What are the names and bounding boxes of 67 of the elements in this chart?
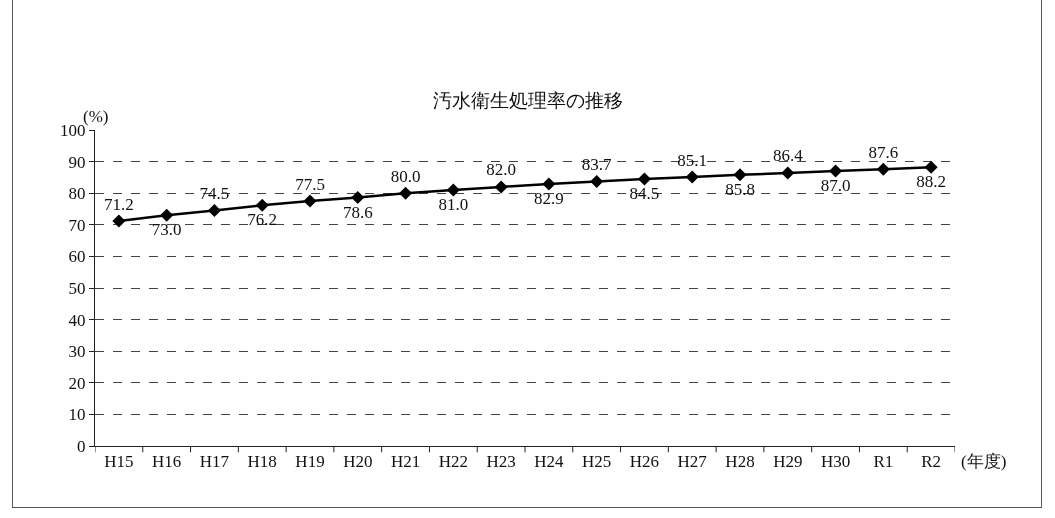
text: 77.5 — [295, 174, 325, 194]
point — [542, 177, 556, 191]
y-axis-title: (%) — [83, 107, 109, 126]
point — [207, 204, 221, 218]
y-tick-label: 40 — [68, 310, 86, 330]
text: 85.8 — [725, 179, 755, 199]
text: 86.4 — [772, 146, 803, 166]
x-tick-label: H16 — [152, 452, 182, 472]
point — [303, 194, 317, 208]
x-tick-label: H20 — [343, 452, 373, 472]
y-tick-label: 90 — [68, 152, 86, 172]
x-tick-label: H17 — [199, 452, 230, 472]
text: 85.1 — [677, 150, 708, 170]
x-tick-label: H21 — [390, 452, 421, 472]
point — [446, 183, 460, 197]
x-axis-title: (年度) — [961, 452, 1007, 471]
y-tick-label: 50 — [68, 278, 86, 298]
y-tick-label: 70 — [68, 215, 86, 235]
x-tick-label: H23 — [486, 452, 516, 472]
point — [733, 168, 747, 182]
x-tick-label: H28 — [725, 452, 755, 472]
x-tick-label: H19 — [295, 452, 325, 472]
text: 76.2 — [247, 210, 278, 230]
text: 81.0 — [438, 195, 469, 215]
text: 82.0 — [486, 160, 516, 180]
point — [781, 166, 795, 180]
point — [637, 172, 651, 186]
point — [924, 160, 938, 174]
text: 88.2 — [916, 172, 946, 192]
x-tick-label: H27 — [677, 452, 708, 472]
x-tick-label: H15 — [104, 452, 134, 472]
x-tick-label: H26 — [629, 452, 660, 472]
text: 83.7 — [581, 155, 612, 175]
x-tick-label: H30 — [820, 452, 851, 472]
point — [351, 191, 365, 205]
y-tick-label: 20 — [68, 373, 86, 393]
chart-title: 汚水衛生処理率の推移 — [432, 88, 623, 111]
text: 74.5 — [199, 184, 230, 204]
text: 73.0 — [151, 220, 182, 240]
text: 80.0 — [390, 166, 421, 186]
text: 78.6 — [342, 202, 373, 222]
x-tick-label: R1 — [873, 452, 894, 472]
x-tick-label: H25 — [582, 452, 612, 472]
text: 82.9 — [534, 189, 564, 209]
y-tick-label: 30 — [68, 342, 86, 362]
y-tick-label: 0 — [77, 436, 86, 456]
point — [590, 175, 604, 189]
y-tick-label: 80 — [68, 184, 86, 204]
x-tick-label: H22 — [438, 452, 468, 472]
point — [255, 198, 269, 212]
point — [399, 186, 413, 200]
y-tick-label: 60 — [68, 247, 86, 267]
text: 87.0 — [820, 176, 851, 196]
text: 71.2 — [104, 194, 134, 214]
point — [160, 208, 174, 222]
text: 84.5 — [629, 183, 660, 203]
point — [494, 180, 508, 194]
point — [112, 214, 126, 228]
x-tick-label: H24 — [534, 452, 565, 472]
x-tick-label: R2 — [921, 452, 942, 472]
point — [876, 162, 890, 176]
point — [685, 170, 699, 184]
text: 87.6 — [868, 142, 899, 162]
point — [829, 164, 843, 178]
x-tick-label: H18 — [247, 452, 277, 472]
y-tick-label: 10 — [68, 405, 86, 425]
x-tick-label: H29 — [773, 452, 803, 472]
